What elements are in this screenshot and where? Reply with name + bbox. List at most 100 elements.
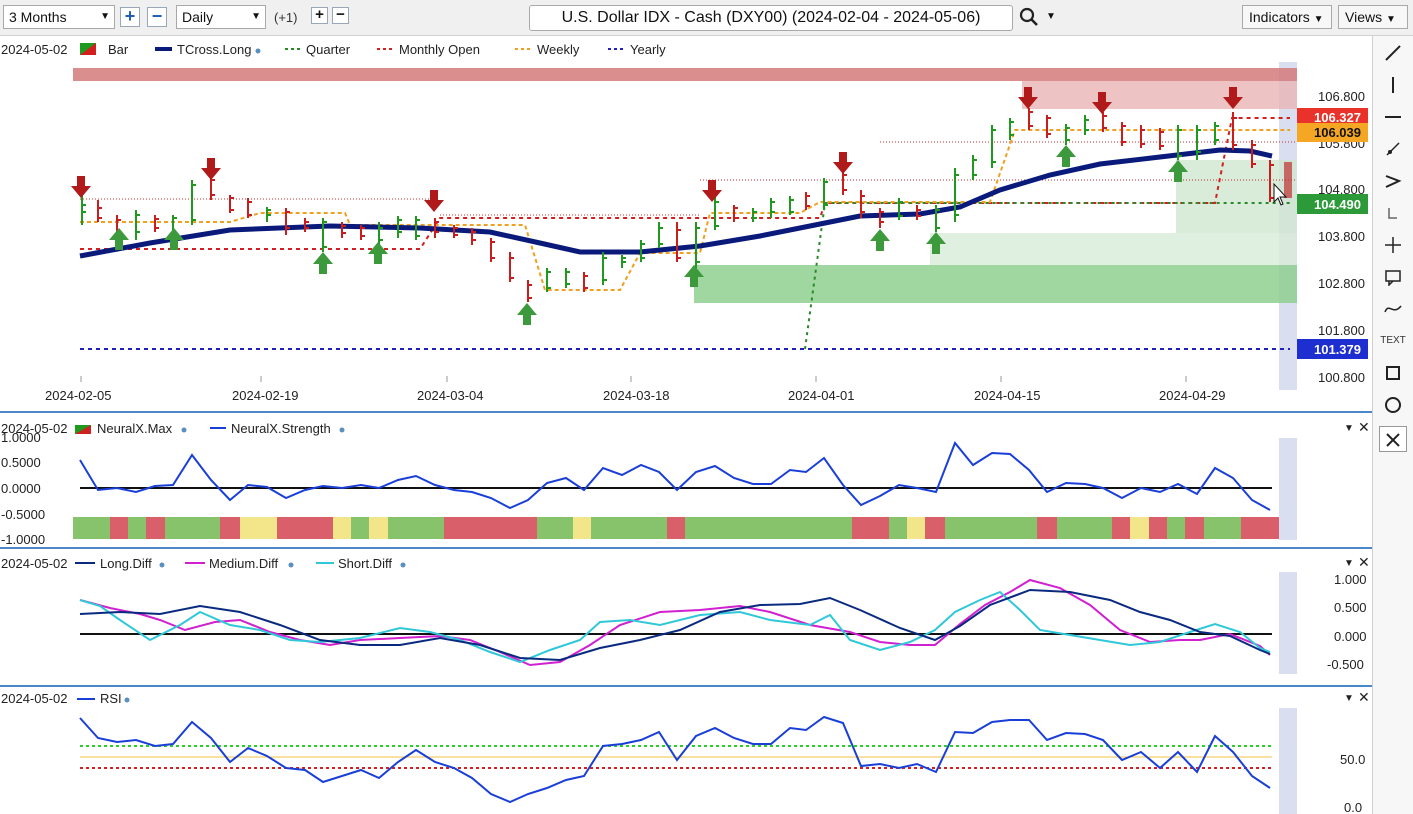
price-tick: 104.800 [1318,182,1365,197]
circle-button[interactable] [1379,392,1407,418]
crosshair-button[interactable] [1379,232,1407,258]
legend-neuralx-strength[interactable]: NeuralX.Strength [231,421,331,436]
neural-tick: -1.0000 [1,532,45,547]
price-panel[interactable]: 2024-05-02 Bar TCross.Long Quarter Month… [0,42,1372,413]
interval-select[interactable]: Daily ▼ [176,5,266,29]
neural-tick: 1.0000 [1,430,41,445]
crosshair-icon [1385,237,1401,253]
close-panel-icon[interactable]: ✕ [1358,554,1370,570]
text-icon: TEXT [1380,335,1406,346]
indicators-button[interactable]: Indicators ▼ [1242,5,1332,29]
plus-icon: + [124,6,136,26]
legend-medium-diff[interactable]: Medium.Diff [209,556,279,571]
views-button[interactable]: Views ▼ [1338,5,1408,29]
close-icon [1386,433,1400,447]
rsi-panel[interactable]: 2024-05-02 RSI ▼ ✕ 50.0 0.0 [1,689,1370,814]
toolbar: 3 Months ▼ + − Daily ▼ (+1) + − U.S. Dolla… [0,0,1413,36]
diff-panel[interactable]: 2024-05-02 Long.Diff Medium.Diff Short.D… [0,554,1372,687]
curve-button[interactable] [1379,296,1407,322]
zoom-out-button[interactable]: − [147,7,167,27]
legend-quarter[interactable]: Quarter [306,42,351,57]
last-price-badge [1297,194,1368,214]
diff-axis: 1.000 0.500 0.000 -0.500 [1327,572,1367,672]
close-panel-icon[interactable]: ✕ [1358,689,1370,705]
collapse-panel-icon[interactable]: ▼ [1344,558,1354,569]
legend-monthly-open[interactable]: Monthly Open [399,42,480,57]
legend-yearly[interactable]: Yearly [630,42,666,57]
legend-short-diff[interactable]: Short.Diff [338,556,392,571]
date-tick: 2024-03-04 [417,388,484,403]
neuralx-panel[interactable]: 2024-05-02 NeuralX.Max NeuralX.Strength … [0,419,1372,549]
legend-tcross[interactable]: TCross.Long [177,42,251,57]
chevron-down-icon: ▼ [100,11,110,22]
legend-weekly[interactable]: Weekly [537,42,580,57]
chevron-down-icon[interactable]: ▼ [1046,11,1056,22]
rsi-tick: 50.0 [1340,752,1365,767]
chevron-down-icon: ▼ [251,11,261,22]
weekly-badge [1297,123,1368,142]
delete-drawings-button[interactable] [1379,426,1407,452]
support-zone-mid [930,233,1297,265]
plus-icon: + [315,6,324,23]
vertical-line-icon [1392,77,1394,93]
fib-button[interactable] [1379,168,1407,194]
settings-dot-icon[interactable] [181,427,187,433]
search-button[interactable] [1019,7,1039,27]
neuralx-strength-line [79,441,1271,511]
vertical-line-button[interactable] [1379,72,1407,98]
legend-bar[interactable]: Bar [108,42,129,57]
settings-dot-icon[interactable] [400,562,406,568]
legend-rsi[interactable]: RSI [100,691,122,706]
price-tick: 102.800 [1318,276,1365,291]
offset-label: (+1) [274,10,298,25]
collapse-panel-icon[interactable]: ▼ [1344,423,1354,434]
text-tool-button[interactable]: TEXT [1379,328,1407,354]
comment-button[interactable] [1379,264,1407,290]
settings-dot-icon[interactable] [124,697,130,703]
circle-icon [1385,397,1401,413]
ray-button[interactable] [1379,136,1407,162]
weekly-value: 106.039 [1314,125,1361,140]
date-axis[interactable]: 2024-02-05 2024-02-19 2024-03-04 2024-03… [45,376,1226,403]
views-label: Views [1345,9,1383,25]
period-select[interactable]: 3 Months ▼ [3,5,115,29]
drawing-toolbar: TEXT [1372,36,1413,814]
add-button[interactable]: + [311,7,328,24]
comment-icon [1385,270,1401,286]
chart-area[interactable]: 2024-05-02 Bar TCross.Long Quarter Month… [0,36,1372,814]
horizontal-line-button[interactable] [1379,104,1407,130]
neural-tick: 0.0000 [1,481,41,496]
rectangle-button[interactable] [1379,360,1407,386]
neuralx-max-swatch-red [75,425,91,434]
zoom-in-button[interactable]: + [120,7,140,27]
neural-panel-date: 2024-05-02 [1,421,68,436]
close-panel-icon[interactable]: ✕ [1358,419,1370,435]
rsi-line [79,715,1271,804]
symbol-title-field[interactable]: U.S. Dollar IDX - Cash (DXY00) (2024-02-… [529,5,1013,31]
settings-dot-icon[interactable] [339,427,345,433]
settings-dot-icon[interactable] [288,562,294,568]
chevron-down-icon: ▼ [1313,14,1324,25]
remove-button[interactable]: − [332,7,349,24]
settings-dot-icon[interactable] [255,48,261,54]
settings-dot-icon[interactable] [159,562,165,568]
price-panel-date: 2024-05-02 [1,42,68,57]
price-tick: 101.800 [1318,323,1365,338]
yearly-value: 101.379 [1314,342,1361,357]
legend-long-diff[interactable]: Long.Diff [100,556,152,571]
date-tick: 2024-02-19 [232,388,299,403]
legend-neuralx-max[interactable]: NeuralX.Max [97,421,173,436]
monthly-open-value: 106.327 [1314,110,1361,125]
diff-tick: 0.000 [1334,629,1367,644]
last-price-value: 104.490 [1314,197,1361,212]
diff-panel-date: 2024-05-02 [1,556,68,571]
weekly-line [80,129,1290,291]
diff-tick: 0.500 [1334,600,1367,615]
rsi-tick: 0.0 [1344,800,1362,814]
monthly-open-line [80,117,1290,250]
line-tool-button[interactable] [1379,40,1407,66]
pitchfork-button[interactable] [1379,200,1407,226]
medium-diff-line [79,578,1271,667]
rsi-panel-date: 2024-05-02 [1,691,68,706]
collapse-panel-icon[interactable]: ▼ [1344,693,1354,704]
